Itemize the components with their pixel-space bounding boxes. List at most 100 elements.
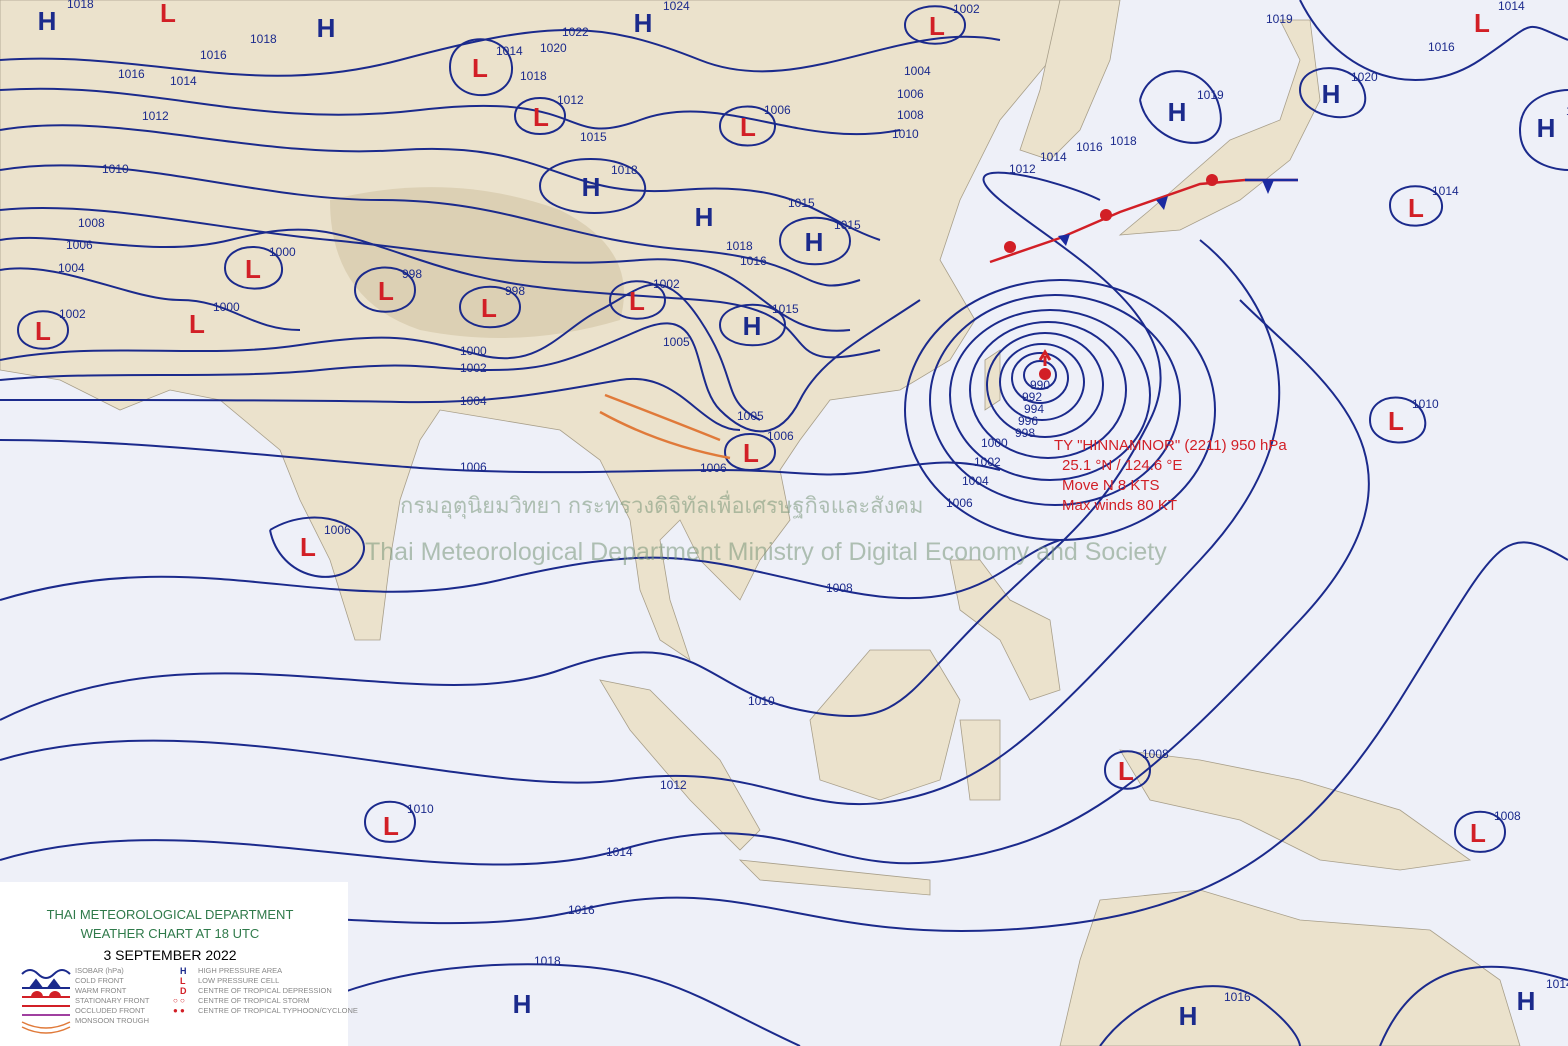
monsoon-trough-symbol-icon [21, 1021, 71, 1034]
low-pressure-center: L [629, 286, 645, 316]
typhoon-position: 25.1 °N / 124.6 °E [1062, 457, 1183, 474]
isobar-label: 1018 [726, 239, 753, 253]
high-pressure-center: H [1168, 97, 1187, 127]
high-pressure-center: H [1179, 1001, 1198, 1031]
isobar-label: 990 [1030, 378, 1050, 392]
isobar-label: 1010 [748, 694, 775, 708]
center-pressure-label: 1024 [663, 0, 690, 13]
warm-front-marker [1004, 241, 1016, 253]
isobar-label: 1008 [826, 581, 853, 595]
high-pressure-center: H [805, 227, 824, 257]
low-pressure-center: L [472, 53, 488, 83]
legend-date: 3 SEPTEMBER 2022 [103, 947, 237, 963]
high-pressure-center: H [695, 202, 714, 232]
center-pressure-label: 1014 [1546, 977, 1568, 991]
low-pressure-center: L [533, 102, 549, 132]
warm-front-marker [1100, 209, 1112, 221]
legend-d-symbol: D [180, 986, 187, 996]
legend-l-symbol: L [180, 976, 186, 986]
isobar-label: 1008 [897, 108, 924, 122]
center-pressure-label: 1008 [1494, 809, 1521, 823]
legend-item-stationary-front: STATIONARY FRONT [75, 996, 150, 1005]
isobar-label: 1004 [460, 394, 487, 408]
isobar-label: 1006 [897, 87, 924, 101]
isobar-label: 1004 [962, 474, 989, 488]
legend-item-typhoon: CENTRE OF TROPICAL TYPHOON/CYCLONE [198, 1006, 358, 1015]
tropical-storm-symbol-icon: ○ ○ [173, 996, 185, 1005]
isobar-symbol-icon [21, 969, 71, 979]
center-pressure-label: 1019 [1197, 88, 1224, 102]
isobar-label: 1005 [663, 335, 690, 349]
typhoon-name: TY "HINNAMNOR" (2211) 950 hPa [1054, 437, 1287, 454]
legend-item-storm: CENTRE OF TROPICAL STORM [198, 996, 310, 1005]
low-pressure-center: L [383, 811, 399, 841]
isobar-label: 1015 [788, 196, 815, 210]
center-pressure-label: 1014 [496, 44, 523, 58]
legend-panel: THAI METEOROLOGICAL DEPARTMENT WEATHER C… [0, 882, 358, 1046]
land-masses [0, 0, 1521, 1046]
center-pressure-label: 1018 [67, 0, 94, 11]
high-pressure-center: H [1537, 113, 1556, 143]
legend-item-warm-front: WARM FRONT [75, 986, 127, 995]
typhoon-symbol-icon: ● ● [173, 1006, 185, 1015]
center-pressure-label: 998 [402, 267, 422, 281]
isobar-label: 1014 [606, 845, 633, 859]
center-pressure-label: 1002 [653, 277, 680, 291]
low-pressure-center: L [35, 316, 51, 346]
high-pressure-center: H [1322, 79, 1341, 109]
isobar-label: 1005 [737, 409, 764, 423]
fronts [599, 174, 1298, 460]
isobar-label: 1008 [78, 216, 105, 230]
isobar-label: 1002 [974, 455, 1001, 469]
warm-front-symbol-icon [22, 991, 70, 998]
low-pressure-center: L [1118, 756, 1134, 786]
isobar-label: 996 [1018, 414, 1038, 428]
cold-front-symbol-icon [22, 978, 70, 989]
typhoon-icon [1039, 368, 1051, 380]
isobar-label: 1020 [540, 41, 567, 55]
isobar-label: 1016 [200, 48, 227, 62]
isobar-label: 1016 [740, 254, 767, 268]
center-pressure-label: 1015 [834, 218, 861, 232]
center-pressure-label: 1014 [1498, 0, 1525, 13]
center-pressure-label: 1006 [767, 429, 794, 443]
isobar-label: 1006 [66, 238, 93, 252]
isobar-label: 1012 [1009, 162, 1036, 176]
center-pressure-label: 1014 [1432, 184, 1459, 198]
isobar-label: 1004 [58, 261, 85, 275]
isobar-label: 1015 [580, 130, 607, 144]
legend-item-isobar: ISOBAR (hPa) [75, 966, 124, 975]
low-pressure-center: L [1388, 406, 1404, 436]
legend-item-depression: CENTRE OF TROPICAL DEPRESSION [198, 986, 332, 995]
low-pressure-center: L [378, 276, 394, 306]
center-pressure-label: 1010 [407, 802, 434, 816]
low-pressure-center: L [189, 309, 205, 339]
low-pressure-center: L [1408, 193, 1424, 223]
center-pressure-label: 1010 [1412, 397, 1439, 411]
low-pressure-center: L [300, 532, 316, 562]
high-pressure-center: H [513, 989, 532, 1019]
legend-item-low: LOW PRESSURE CELL [198, 976, 280, 985]
isobar-label: 1022 [562, 25, 589, 39]
movement-arrow-icon [1038, 349, 1052, 366]
center-pressure-label: 1015 [772, 302, 799, 316]
isobar-label: 1012 [142, 109, 169, 123]
legend-subtitle: WEATHER CHART AT 18 UTC [80, 926, 260, 941]
isobar-label: 1006 [946, 496, 973, 510]
typhoon-isobars [904, 279, 1216, 541]
isobar-label: 1000 [460, 344, 487, 358]
typhoon-max-winds: Max winds 80 KT [1062, 497, 1178, 514]
legend-item-high: HIGH PRESSURE AREA [198, 966, 283, 975]
isobar-label: 1019 [1266, 12, 1293, 26]
isobar-label: 1014 [1040, 150, 1067, 164]
isobar-label: 998 [1015, 426, 1035, 440]
center-pressure-label: 1002 [59, 307, 86, 321]
cold-front-marker [1262, 180, 1274, 194]
isobar-label: 1012 [660, 778, 687, 792]
center-pressure-label: 998 [505, 284, 525, 298]
isobar-label: 1000 [981, 436, 1008, 450]
center-pressure-label: 1018 [611, 163, 638, 177]
